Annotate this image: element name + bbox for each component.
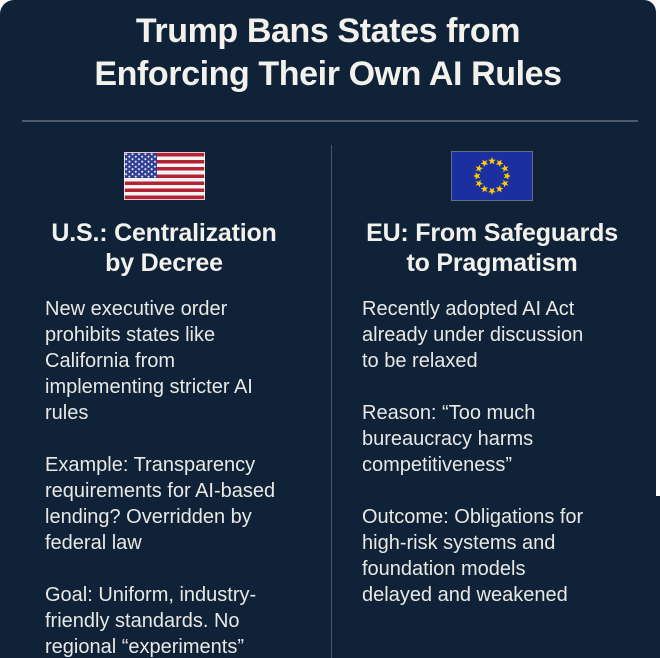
eu-paragraph-2: Reason: “Too much bureaucracy harms comp…: [362, 402, 536, 476]
eu-heading-line-1: EU: From Safeguards: [366, 219, 618, 247]
us-heading: U.S.: Centralization by Decree: [51, 218, 276, 278]
title-divider: [22, 120, 638, 122]
page-title: Trump Bans States from Enforcing Their O…: [0, 10, 656, 96]
eu-heading-line-2: to Pragmatism: [406, 249, 578, 277]
us-paragraph-1: New executive order prohibits states lik…: [45, 298, 253, 424]
us-flag-icon: [123, 152, 205, 200]
eu-paragraph-1: Recently adopted AI Act already under di…: [362, 298, 584, 372]
column-divider: [331, 145, 332, 658]
eu-flag-icon: [451, 151, 533, 201]
comparison-columns: U.S.: Centralization by Decree New execu…: [0, 145, 656, 658]
us-heading-line-2: by Decree: [105, 249, 223, 277]
eu-body: Recently adopted AI Act already under di…: [362, 296, 597, 608]
eu-paragraph-3: Outcome: Obligations for high-risk syste…: [362, 506, 584, 606]
us-heading-line-1: U.S.: Centralization: [51, 219, 277, 247]
eu-flag-wrap: [451, 151, 533, 201]
eu-column: EU: From Safeguards to Pragmatism Recent…: [328, 145, 656, 658]
eu-heading: EU: From Safeguards to Pragmatism: [366, 218, 618, 278]
us-paragraph-3: Goal: Uniform, industry-friendly standar…: [45, 584, 257, 658]
bottom-right-patch: [656, 496, 660, 658]
us-paragraph-2: Example: Transparency requirements for A…: [45, 454, 276, 554]
title-line-2: Enforcing Their Own AI Rules: [94, 55, 562, 93]
us-flag-wrap: [123, 152, 205, 200]
us-column: U.S.: Centralization by Decree New execu…: [0, 145, 328, 658]
us-body: New executive order prohibits states lik…: [45, 296, 280, 658]
title-line-1: Trump Bans States from: [135, 12, 521, 50]
us-flag-canton: [124, 153, 157, 178]
